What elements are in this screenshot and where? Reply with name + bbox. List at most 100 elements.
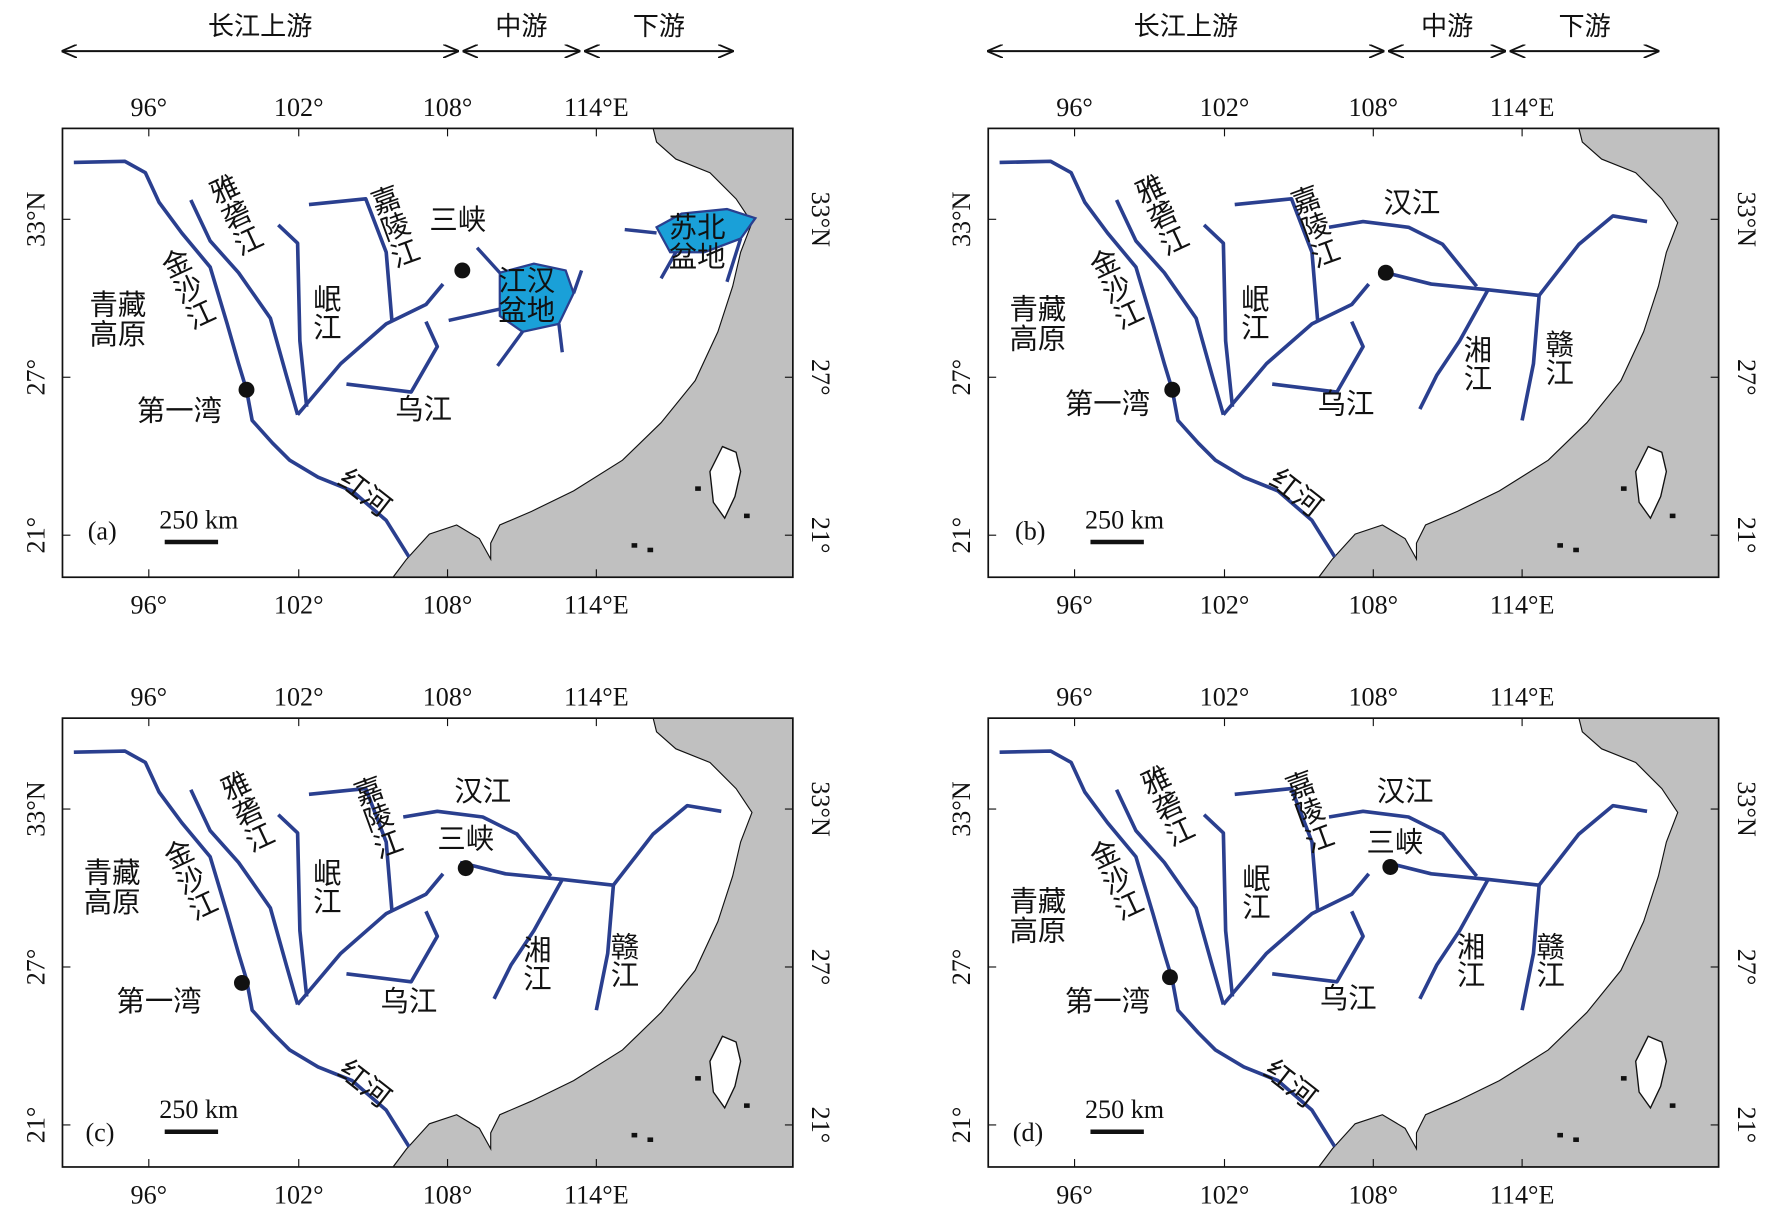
- islet: [1620, 1076, 1627, 1081]
- place-label: 乌江: [380, 987, 438, 1018]
- river: [1202, 223, 1235, 407]
- sea-land: [391, 127, 794, 578]
- lon-label: 114°E: [564, 1180, 629, 1210]
- range-label: 下游: [1558, 12, 1611, 41]
- islet: [647, 1137, 654, 1142]
- lon-label: 114°E: [1489, 590, 1555, 620]
- site-dot: [1162, 969, 1178, 986]
- place-label: 汉江: [454, 777, 512, 808]
- lon-label: 108°: [422, 1180, 473, 1210]
- lat-label: 21°: [947, 516, 976, 554]
- panel-tag: (d): [1012, 1118, 1044, 1147]
- lon-label: 114°E: [1489, 93, 1555, 122]
- lon-label: 96°: [1056, 682, 1093, 712]
- lon-label: 102°: [1199, 682, 1250, 712]
- sea-land: [391, 717, 794, 1168]
- taiwan: [709, 445, 742, 520]
- river: [1221, 872, 1371, 1006]
- lat-label: 21°: [1732, 516, 1761, 554]
- river: [1418, 878, 1490, 1000]
- islet: [1669, 513, 1676, 519]
- taiwan: [709, 1035, 742, 1110]
- lon-label: 108°: [1348, 590, 1399, 620]
- place-label: 岷江: [309, 857, 340, 915]
- lon-label: 96°: [130, 682, 168, 712]
- place-label: 青藏高原: [1009, 887, 1067, 948]
- place-label: 湘江: [519, 935, 550, 992]
- lon-label: 96°: [1056, 93, 1093, 122]
- river: [1234, 197, 1320, 321]
- map-border: [987, 127, 1720, 579]
- lon-label: 102°: [1199, 1180, 1250, 1210]
- lat-label: 27°: [947, 358, 976, 396]
- scale-label: 250 km: [159, 505, 239, 535]
- place-label: 三峡: [1366, 828, 1424, 859]
- islet: [744, 513, 750, 519]
- place-label: 青藏高原: [89, 290, 147, 352]
- map-border: [61, 717, 794, 1168]
- islet: [1669, 1103, 1676, 1108]
- islet: [1557, 1132, 1563, 1138]
- lon-label: 114°E: [1489, 682, 1555, 712]
- river: [1418, 288, 1490, 410]
- islet: [631, 1132, 638, 1138]
- river: [1114, 788, 1226, 1005]
- lon-label: 102°: [273, 682, 324, 712]
- place-label: 青藏高原: [83, 858, 141, 920]
- range-label: 中游: [495, 12, 548, 41]
- taiwan: [1634, 1035, 1668, 1110]
- river: [1271, 910, 1365, 984]
- river: [1114, 199, 1226, 416]
- place-label: 汉江: [1383, 188, 1441, 220]
- lat-label: 33°N: [947, 191, 976, 248]
- place-label: 第一湾: [1064, 389, 1151, 421]
- islet: [647, 547, 654, 553]
- river: [1271, 320, 1365, 394]
- river: [73, 749, 411, 1148]
- lon-label: 108°: [1348, 682, 1399, 712]
- river: [296, 282, 445, 416]
- river: [189, 788, 300, 1005]
- lat-label: 33°N: [21, 781, 50, 837]
- river: [1328, 809, 1479, 878]
- river: [594, 885, 616, 1011]
- panel-tag: (a): [87, 517, 117, 546]
- sea-land: [1317, 717, 1720, 1168]
- site-dot: [457, 860, 474, 877]
- lat-label: 27°: [947, 948, 976, 986]
- lat-label: 33°N: [947, 781, 976, 837]
- place-label: 湘江: [1459, 335, 1491, 393]
- river: [189, 199, 300, 416]
- islet: [1620, 486, 1627, 491]
- lon-label: 96°: [130, 590, 168, 620]
- lat-label: 33°N: [806, 191, 835, 248]
- lon-label: 114°E: [564, 590, 629, 620]
- site-dot: [454, 262, 471, 279]
- lon-label: 96°: [1056, 590, 1093, 620]
- lat-label: 33°N: [806, 781, 835, 837]
- islet: [631, 543, 638, 548]
- lat-label: 21°: [806, 516, 835, 554]
- river: [1202, 813, 1235, 997]
- river: [475, 246, 502, 274]
- lat-label: 27°: [806, 358, 835, 396]
- taiwan: [1634, 445, 1668, 520]
- islet: [695, 1076, 701, 1081]
- river: [492, 878, 564, 1000]
- river: [557, 323, 564, 353]
- place-label: 第一湾: [136, 396, 223, 428]
- place-label: 江汉盆地: [498, 266, 556, 328]
- river: [73, 159, 411, 558]
- islet: [1573, 1137, 1579, 1142]
- lat-label: 27°: [1732, 358, 1761, 396]
- islet: [1573, 547, 1579, 553]
- lon-label: 108°: [1348, 93, 1399, 122]
- map-border: [61, 127, 794, 579]
- lon-label: 96°: [130, 93, 168, 122]
- lat-label: 21°: [21, 516, 50, 554]
- place-label: 岷江: [1238, 863, 1269, 921]
- place-label: 第一湾: [1064, 987, 1151, 1018]
- scale-label: 250 km: [159, 1095, 239, 1124]
